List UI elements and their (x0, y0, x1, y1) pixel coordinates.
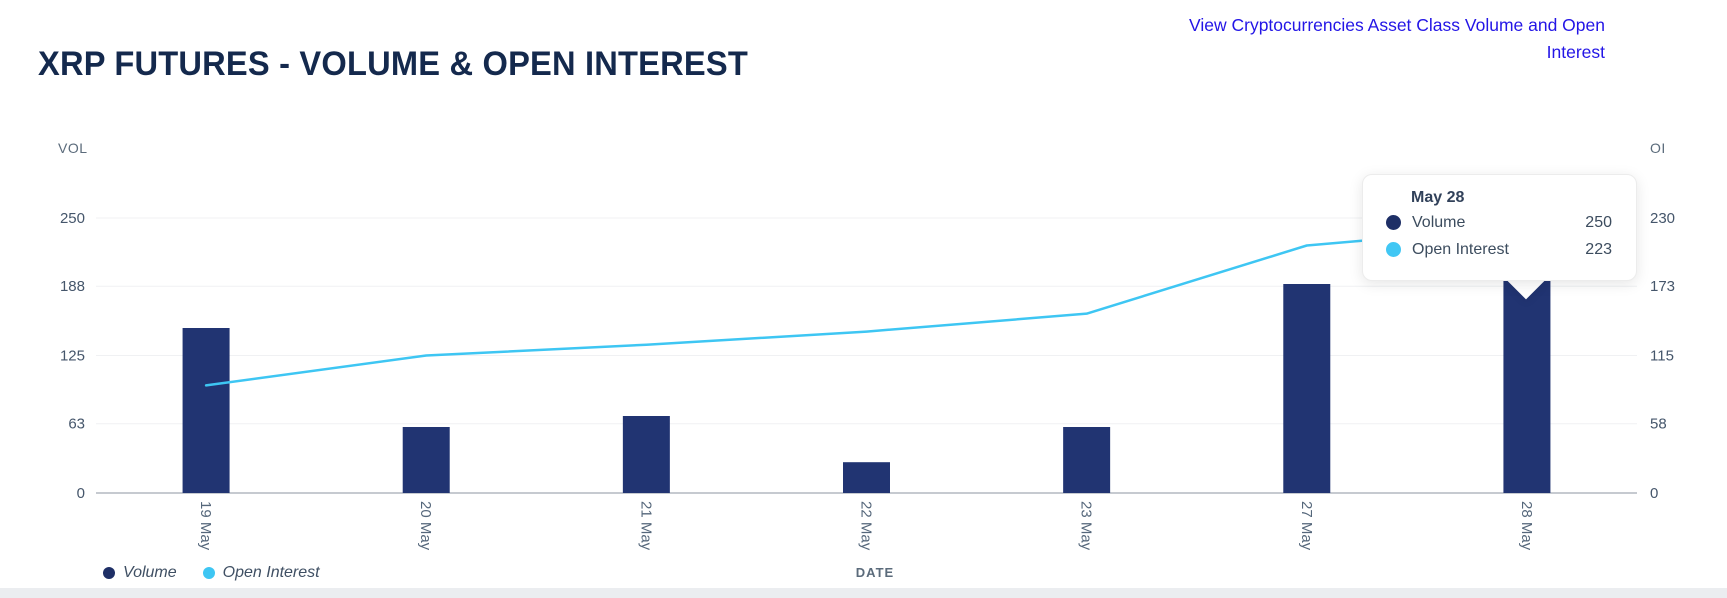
right-axis-tick: 0 (1650, 485, 1658, 502)
volume-bar[interactable] (1063, 427, 1111, 493)
open-interest-line (204, 225, 1529, 387)
x-axis-date-label: 23 May (1078, 501, 1095, 551)
x-axis-date-label: 19 May (197, 501, 214, 551)
volume-bar[interactable] (622, 416, 670, 493)
left-axis-tick: 0 (77, 485, 85, 502)
volume-bar[interactable] (182, 328, 230, 493)
oi-axis-label: OI (1650, 140, 1666, 156)
volume-bar[interactable] (402, 427, 450, 493)
tooltip-row: Volume 250 (1386, 209, 1612, 236)
volume-bar[interactable] (843, 462, 890, 493)
date-axis-label: DATE (855, 565, 895, 580)
x-axis-date-label: 21 May (637, 501, 654, 551)
volume-dot-icon (103, 567, 115, 579)
left-axis-tick: 250 (60, 210, 85, 227)
left-axis-tick: 125 (60, 348, 85, 365)
tooltip: May 28 Volume 250 Open Interest 223 (1362, 174, 1637, 281)
volume-bar[interactable] (1283, 284, 1331, 493)
vol-axis-label: VOL (58, 140, 88, 156)
tooltip-row: Open Interest 223 (1386, 236, 1612, 263)
x-axis-date-label: 20 May (417, 501, 434, 551)
legend-item-volume[interactable]: Volume (103, 564, 177, 582)
x-axis-date-label: 28 May (1518, 501, 1535, 551)
right-axis-tick: 230 (1650, 210, 1675, 227)
tooltip-series-label: Volume (1412, 213, 1466, 231)
page-title: XRP FUTURES - VOLUME & OPEN INTEREST (38, 44, 748, 83)
left-axis-tick: 63 (68, 416, 85, 433)
asset-class-volume-link[interactable]: View Cryptocurrencies Asset Class Volume… (1189, 15, 1605, 62)
open-interest-dot-icon (202, 567, 215, 579)
open-interest-dot-icon (1386, 242, 1401, 257)
legend-label: Open Interest (222, 564, 320, 581)
tooltip-series-value: 223 (1585, 240, 1612, 258)
x-axis-date-label: 27 May (1298, 501, 1315, 551)
legend-item-open-interest[interactable]: Open Interest (202, 564, 320, 582)
legend-label: Volume (123, 564, 177, 581)
left-axis-tick: 188 (60, 278, 85, 295)
right-axis-tick: 173 (1650, 278, 1675, 295)
tooltip-date-title: May 28 (1411, 189, 1465, 206)
bottom-strip (0, 588, 1727, 598)
chart-legend: Volume Open Interest (103, 564, 320, 582)
tooltip-series-value: 250 (1585, 213, 1612, 231)
right-axis-tick: 58 (1650, 416, 1667, 433)
right-axis-tick: 115 (1650, 348, 1674, 365)
tooltip-series-label: Open Interest (1412, 240, 1509, 258)
volume-dot-icon (1386, 215, 1401, 230)
x-axis-date-label: 22 May (858, 501, 875, 551)
